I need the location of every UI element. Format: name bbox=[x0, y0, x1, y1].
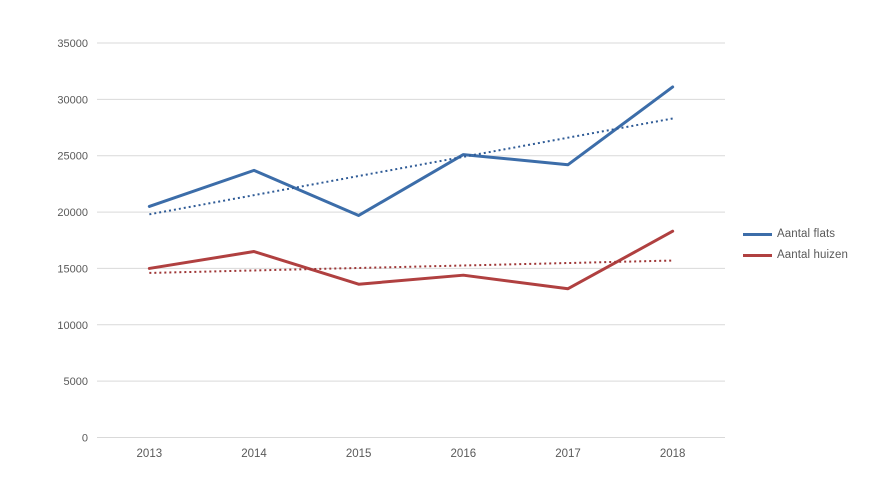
legend-swatch-aantal-huizen bbox=[743, 253, 772, 257]
x-tick-label: 2013 bbox=[137, 448, 163, 460]
series-line-aantal-huizen[interactable] bbox=[147, 229, 675, 291]
y-tick-label: 15000 bbox=[57, 263, 88, 275]
trendline-aantal-flats[interactable] bbox=[149, 117, 673, 216]
x-tick-label: 2015 bbox=[346, 448, 372, 460]
y-tick-label: 20000 bbox=[57, 207, 88, 219]
trendline-aantal-huizen[interactable] bbox=[149, 259, 673, 274]
legend-item-aantal-flats[interactable]: Aantal flats bbox=[743, 228, 848, 240]
series-line-aantal-flats[interactable] bbox=[147, 85, 675, 217]
y-tick-label: 30000 bbox=[57, 94, 88, 106]
legend-label-aantal-huizen: Aantal huizen bbox=[777, 249, 848, 261]
x-tick-label: 2017 bbox=[555, 448, 581, 460]
y-tick-label: 25000 bbox=[57, 151, 88, 163]
y-tick-label: 0 bbox=[82, 433, 88, 445]
legend-label-aantal-flats: Aantal flats bbox=[777, 228, 836, 240]
x-tick-label: 2018 bbox=[660, 448, 686, 460]
y-tick-label: 10000 bbox=[57, 320, 88, 332]
x-tick-label: 2016 bbox=[451, 448, 477, 460]
y-tick-label: 5000 bbox=[64, 376, 88, 388]
y-tick-label: 35000 bbox=[57, 38, 88, 50]
legend-item-aantal-huizen[interactable]: Aantal huizen bbox=[743, 249, 848, 261]
chart-legend: Aantal flats Aantal huizen bbox=[743, 228, 848, 261]
x-tick-label: 2014 bbox=[241, 448, 267, 460]
legend-swatch-aantal-flats bbox=[743, 232, 772, 236]
